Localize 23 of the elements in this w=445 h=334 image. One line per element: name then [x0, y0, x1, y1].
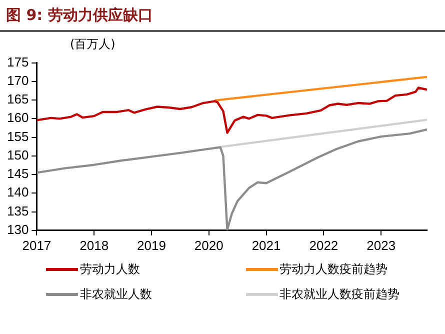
y-tick-label: 140	[6, 184, 29, 200]
y-tick-label: 130	[6, 222, 29, 237]
legend-label: 劳动力人数	[80, 261, 140, 278]
y-tick-label: 160	[6, 110, 29, 126]
x-tick-label: 2019	[137, 238, 166, 253]
legend-label: 劳动力人数疫前趋势	[280, 261, 388, 278]
x-tick-label: 2018	[80, 238, 109, 253]
y-axis-title: (百万人)	[69, 36, 116, 52]
y-tick-label: 135	[6, 203, 29, 218]
y-tick-label: 150	[6, 147, 29, 162]
y-tick-label: 155	[6, 128, 29, 144]
x-tick-label: 2022	[309, 238, 338, 253]
x-tick-label: 2020	[194, 238, 224, 253]
x-tick-label: 2017	[22, 238, 52, 253]
y-tick-label: 145	[6, 166, 29, 182]
y-tick-label: 175	[6, 54, 29, 70]
chart-title: 图 9: 劳动力供应缺口	[0, 0, 445, 32]
x-tick-label: 2023	[366, 238, 396, 253]
legend-label: 非农就业人数疫前趋势	[280, 286, 400, 303]
x-tick-label: 2021	[252, 238, 281, 253]
y-tick-label: 170	[6, 73, 29, 88]
legend-label: 非农就业人数	[80, 286, 152, 303]
y-tick-label: 165	[6, 92, 29, 107]
